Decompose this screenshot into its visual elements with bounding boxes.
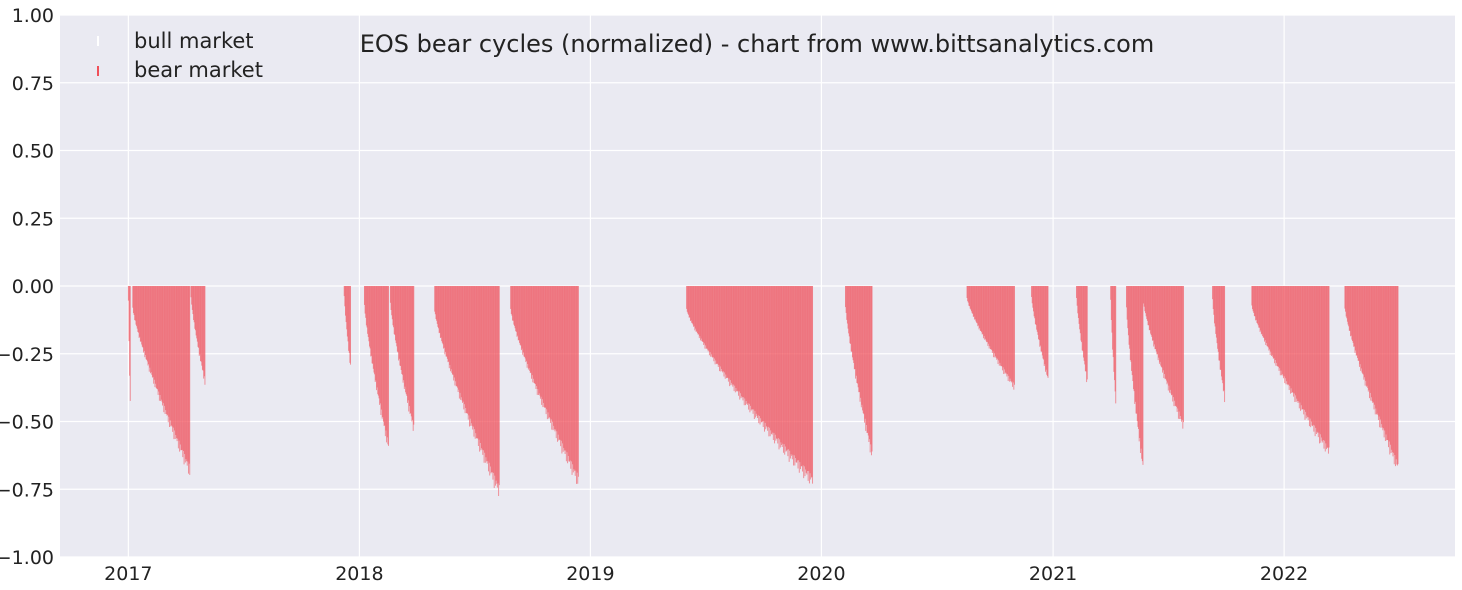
x-tick-label: 2017 [104,563,152,585]
legend: bull market bear market [97,29,263,82]
x-tick-label: 2021 [1029,563,1077,585]
y-tick-label: 0.75 [12,73,54,95]
bear-market-bars [127,286,1399,497]
y-tick-label: 1.00 [12,5,54,27]
legend-bear-market-label: bear market [134,58,263,82]
chart-title: EOS bear cycles (normalized) - chart fro… [360,30,1154,58]
y-tick-label: −0.75 [0,479,54,501]
y-axis-ticks: 1.00 0.75 0.50 0.25 0.00 −0.25 −0.50 −0.75 −1.00 [0,5,54,569]
y-tick-label: −1.00 [0,547,54,569]
y-tick-label: 0.25 [12,208,54,230]
y-tick-label: 0.50 [12,141,54,163]
x-tick-label: 2022 [1260,563,1308,585]
x-tick-label: 2019 [566,563,614,585]
x-axis-ticks: 2017 2018 2019 2020 2021 2022 [104,563,1308,585]
y-tick-label: 0.00 [12,276,54,298]
y-tick-label: −0.50 [0,412,54,434]
x-tick-label: 2018 [335,563,383,585]
y-tick-label: −0.25 [0,344,54,366]
x-tick-label: 2020 [797,563,845,585]
legend-bull-market-label: bull market [134,29,254,53]
